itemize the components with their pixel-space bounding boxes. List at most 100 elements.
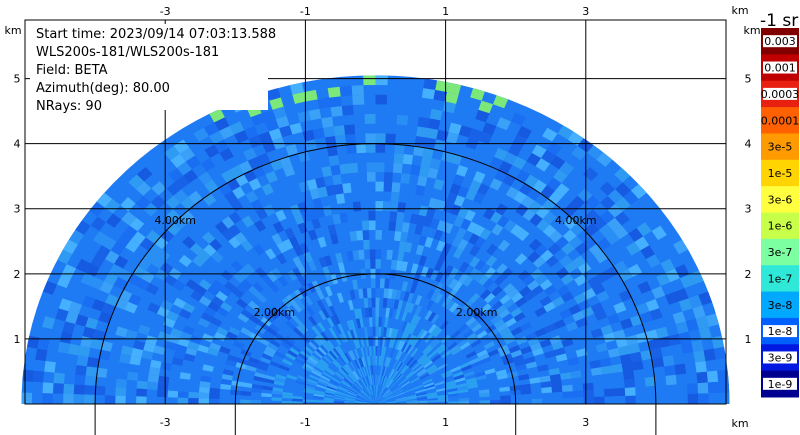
beta-field-cell: [540, 249, 554, 262]
beta-field-cell: [310, 339, 320, 349]
beta-field-cell: [607, 203, 623, 218]
beta-field-cell: [594, 309, 608, 321]
beta-field-cell: [416, 393, 427, 398]
beta-field-cell: [453, 215, 465, 228]
beta-field-cell: [63, 373, 76, 385]
beta-field-cell: [318, 360, 328, 369]
beta-field-cell: [86, 356, 99, 368]
colorbar-segment: [761, 265, 799, 293]
beta-field-cell: [316, 267, 326, 279]
beta-field-cell: [541, 149, 556, 164]
beta-field-cell: [547, 242, 562, 256]
beta-field-cell: [261, 396, 272, 401]
beta-field-cell: [375, 394, 380, 404]
beta-field-cell: [228, 236, 241, 249]
beta-field-cell: [476, 349, 488, 358]
beta-field-cell: [468, 128, 483, 141]
beta-field-cell: [429, 108, 443, 121]
beta-field-cell: [313, 395, 324, 399]
colorbar: 0.0030.0010.00030.00013e-51e-53e-61e-63e…: [761, 28, 799, 398]
beta-field-cell: [510, 349, 523, 358]
beta-field-cell: [468, 393, 480, 398]
beta-field-cell: [495, 304, 507, 315]
beta-field-cell: [278, 313, 289, 324]
beta-field-cell: [365, 376, 370, 386]
beta-field-cell: [557, 125, 574, 140]
beta-field-cell: [485, 255, 498, 267]
beta-field-cell: [281, 310, 292, 321]
beta-field-cell: [375, 395, 380, 404]
beta-field-cell: [613, 329, 626, 341]
beta-field-cell: [247, 156, 262, 170]
beta-field-cell: [90, 338, 103, 350]
beta-field-cell: [496, 117, 512, 131]
beta-field-cell: [145, 283, 160, 296]
beta-field-cell: [338, 369, 347, 378]
beta-field-cell: [173, 350, 186, 360]
beta-field-cell: [510, 307, 523, 318]
beta-field-cell: [105, 213, 122, 228]
beta-field-cell: [464, 209, 476, 222]
beta-field-cell: [57, 249, 73, 265]
beta-field-cell: [145, 230, 161, 244]
beta-field-cell: [601, 365, 613, 375]
beta-field-cell: [527, 251, 541, 263]
beta-field-cell: [364, 346, 369, 357]
beta-field-cell: [187, 341, 200, 351]
beta-field-cell: [697, 382, 709, 394]
beta-field-cells: [21, 75, 730, 404]
beta-field-cell: [357, 368, 363, 378]
beta-field-cell: [522, 208, 536, 222]
beta-field-cell: [581, 306, 595, 318]
beta-field-cell: [359, 357, 365, 368]
beta-field-cell: [115, 395, 126, 404]
beta-field-cell: [655, 326, 669, 339]
beta-field-cell: [336, 302, 344, 314]
beta-field-cell: [238, 267, 251, 279]
beta-field-cell: [327, 224, 337, 236]
beta-field-cell: [173, 189, 189, 203]
beta-field-cell: [463, 370, 475, 378]
beta-field-cell: [553, 347, 566, 357]
beta-field-cell: [311, 325, 321, 336]
beta-field-cell: [374, 394, 376, 404]
beta-field-cell: [369, 239, 376, 250]
beta-field-cell: [344, 400, 355, 403]
beta-field-cell: [388, 220, 397, 231]
beta-field-cell: [288, 317, 299, 328]
beta-field-cell: [74, 374, 86, 386]
beta-field-cell: [68, 301, 82, 315]
beta-field-cell: [469, 244, 481, 257]
beta-field-cell: [342, 353, 350, 364]
beta-field-cell: [457, 338, 469, 348]
beta-field-cell: [222, 368, 235, 376]
beta-field-cell: [365, 366, 370, 376]
beta-field-cell: [316, 384, 327, 390]
beta-field-cell: [585, 209, 600, 223]
beta-field-cell: [360, 390, 369, 398]
beta-field-cell: [177, 337, 190, 348]
beta-field-cell: [67, 343, 81, 356]
beta-field-cell: [316, 289, 325, 300]
info-background: [30, 24, 268, 110]
beta-field-cell: [271, 390, 283, 395]
beta-field-cell: [625, 334, 639, 346]
beta-field-cell: [147, 374, 159, 383]
beta-field-cell: [410, 347, 419, 358]
beta-field-cell: [334, 397, 345, 400]
beta-field-cell: [356, 380, 364, 389]
beta-field-cell: [705, 313, 719, 327]
colorbar-label: 3e-7: [768, 246, 793, 259]
beta-field-cell: [355, 381, 363, 390]
beta-field-cell: [421, 358, 432, 367]
beta-field-cell: [84, 385, 96, 395]
beta-field-cell: [375, 297, 380, 308]
beta-field-cell: [366, 356, 370, 366]
beta-field-cell: [256, 364, 268, 372]
beta-field-cell: [355, 230, 364, 241]
beta-field-cell: [393, 299, 400, 310]
beta-field-cell: [375, 395, 381, 404]
beta-field-cell: [104, 250, 120, 264]
beta-field-cell: [375, 355, 378, 366]
beta-field-cell: [363, 376, 369, 387]
